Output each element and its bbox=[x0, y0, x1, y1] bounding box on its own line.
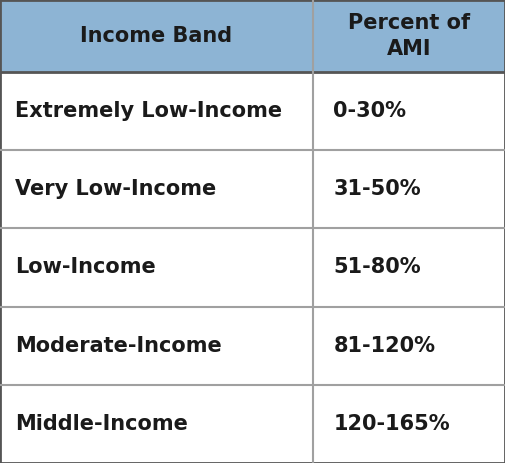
Bar bbox=[313, 228, 505, 307]
Text: Extremely Low-Income: Extremely Low-Income bbox=[15, 101, 282, 121]
Text: 120-165%: 120-165% bbox=[333, 414, 450, 434]
Text: Percent of
AMI: Percent of AMI bbox=[348, 13, 470, 59]
Bar bbox=[313, 385, 505, 463]
Text: 81-120%: 81-120% bbox=[333, 336, 435, 356]
Bar bbox=[313, 0, 505, 72]
Bar bbox=[0, 0, 313, 72]
Text: 31-50%: 31-50% bbox=[333, 179, 421, 199]
Text: Income Band: Income Band bbox=[80, 26, 233, 46]
Text: Low-Income: Low-Income bbox=[15, 257, 156, 277]
Text: Moderate-Income: Moderate-Income bbox=[15, 336, 222, 356]
Bar bbox=[313, 150, 505, 228]
Bar bbox=[0, 150, 313, 228]
Bar bbox=[313, 72, 505, 150]
Bar bbox=[0, 72, 313, 150]
Text: Very Low-Income: Very Low-Income bbox=[15, 179, 217, 199]
Text: 0-30%: 0-30% bbox=[333, 101, 407, 121]
Bar bbox=[0, 307, 313, 385]
Bar bbox=[0, 228, 313, 307]
Bar bbox=[0, 385, 313, 463]
Text: 51-80%: 51-80% bbox=[333, 257, 421, 277]
Bar bbox=[313, 307, 505, 385]
Text: Middle-Income: Middle-Income bbox=[15, 414, 188, 434]
